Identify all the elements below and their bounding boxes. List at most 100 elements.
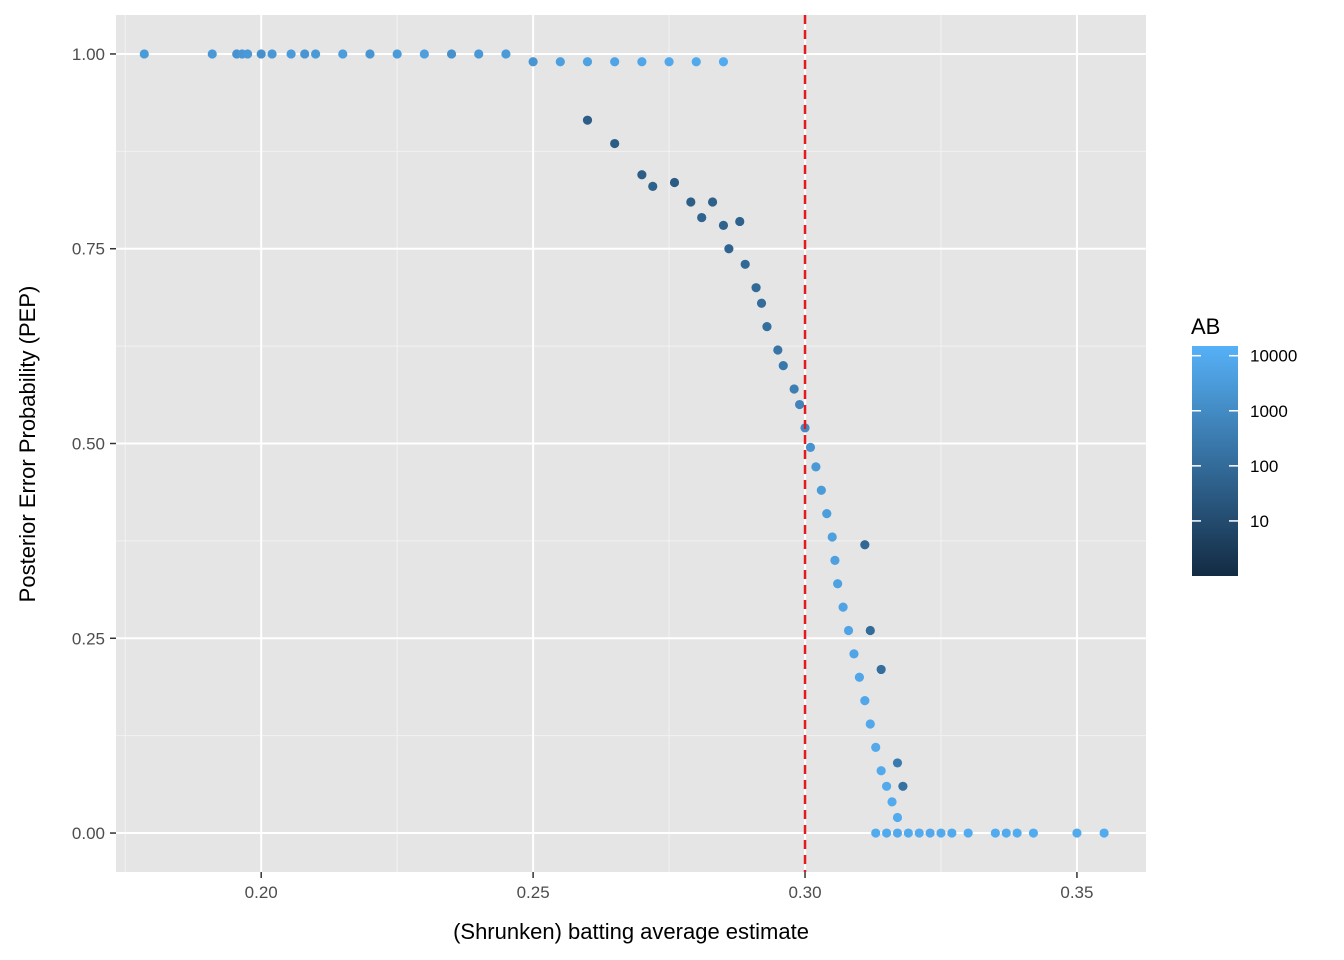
legend-colorbar <box>1192 346 1238 576</box>
data-point <box>756 298 767 308</box>
data-point <box>582 57 593 67</box>
data-point <box>865 719 875 729</box>
data-point <box>528 57 538 67</box>
legend-label: 1000 <box>1250 402 1288 421</box>
data-point <box>669 177 680 188</box>
y-tick-label: 0.75 <box>72 240 105 259</box>
data-point <box>914 828 924 838</box>
data-points <box>139 49 1109 838</box>
data-point <box>207 49 217 59</box>
data-point <box>686 197 696 207</box>
data-point <box>664 57 674 67</box>
data-point <box>881 781 892 791</box>
data-point <box>778 360 788 371</box>
data-point <box>816 485 826 495</box>
data-point <box>1072 828 1082 838</box>
data-point <box>865 625 875 636</box>
data-point <box>1012 828 1022 838</box>
y-tick-label: 1.00 <box>72 45 105 64</box>
data-point <box>724 244 734 254</box>
data-point <box>990 828 1000 838</box>
data-point <box>697 212 707 223</box>
data-point <box>789 384 799 394</box>
legend-ticks: 10 100 1000 10000 <box>1192 347 1297 531</box>
legend-label: 10 <box>1250 512 1269 531</box>
data-point <box>718 220 729 230</box>
data-point <box>1099 828 1109 838</box>
data-point <box>555 57 565 67</box>
data-point <box>860 540 870 550</box>
data-point <box>963 828 973 838</box>
data-point <box>243 49 253 59</box>
data-point <box>474 49 484 59</box>
data-point <box>773 345 783 355</box>
data-point <box>1001 828 1011 838</box>
data-point <box>833 579 843 589</box>
data-point <box>811 462 821 472</box>
data-point <box>256 49 266 59</box>
data-point <box>1028 828 1039 838</box>
data-point <box>854 672 865 682</box>
data-point <box>707 197 718 207</box>
data-point <box>310 49 321 59</box>
data-point <box>830 555 840 565</box>
data-point <box>735 216 745 227</box>
y-tick-label: 0.25 <box>72 629 105 648</box>
data-point <box>936 828 946 838</box>
data-point <box>881 828 892 838</box>
data-point <box>849 649 859 659</box>
y-axis-title: Posterior Error Probability (PEP) <box>15 286 40 603</box>
data-point <box>805 442 816 452</box>
x-tick-label: 0.35 <box>1060 883 1093 902</box>
data-point <box>871 742 881 752</box>
y-tick-label: 0.00 <box>72 824 105 843</box>
data-point <box>794 399 805 410</box>
x-axis: 0.20 0.25 0.30 0.35 <box>245 872 1093 902</box>
data-point <box>898 781 908 791</box>
y-axis: 0.00 0.25 0.50 0.75 1.00 <box>72 45 116 843</box>
data-point <box>419 49 429 59</box>
x-tick-label: 0.20 <box>245 883 278 902</box>
data-point <box>947 828 957 838</box>
data-point <box>392 49 402 59</box>
data-point <box>648 181 658 191</box>
legend-title: AB <box>1191 314 1220 339</box>
data-point <box>300 49 310 59</box>
data-point <box>582 115 593 125</box>
data-point <box>338 49 348 59</box>
data-point <box>903 828 913 838</box>
data-point <box>838 602 848 612</box>
data-point <box>365 49 375 59</box>
data-point <box>925 828 935 838</box>
data-point <box>718 57 729 67</box>
data-point <box>267 49 277 59</box>
legend-label: 100 <box>1250 457 1278 476</box>
data-point <box>762 322 772 332</box>
data-point <box>286 49 296 59</box>
data-point <box>637 170 647 180</box>
data-point <box>691 57 701 67</box>
x-axis-title: (Shrunken) batting average estimate <box>453 919 809 944</box>
data-point <box>876 766 886 776</box>
y-tick-label: 0.50 <box>72 435 105 454</box>
data-point <box>740 259 750 269</box>
data-point <box>751 283 761 293</box>
data-point <box>843 625 854 636</box>
x-tick-label: 0.25 <box>517 883 550 902</box>
data-point <box>892 812 903 823</box>
data-point <box>610 138 620 149</box>
x-tick-label: 0.30 <box>788 883 821 902</box>
data-point <box>822 509 832 519</box>
data-point <box>446 49 457 59</box>
legend: AB 10 100 1000 10000 <box>1191 314 1297 576</box>
data-point <box>892 758 903 768</box>
data-point <box>860 696 870 706</box>
data-point <box>887 797 897 807</box>
data-point <box>871 828 881 838</box>
legend-label: 10000 <box>1250 347 1297 366</box>
data-point <box>827 532 837 542</box>
data-point <box>610 57 620 67</box>
data-point <box>501 49 511 59</box>
data-point <box>876 664 886 675</box>
